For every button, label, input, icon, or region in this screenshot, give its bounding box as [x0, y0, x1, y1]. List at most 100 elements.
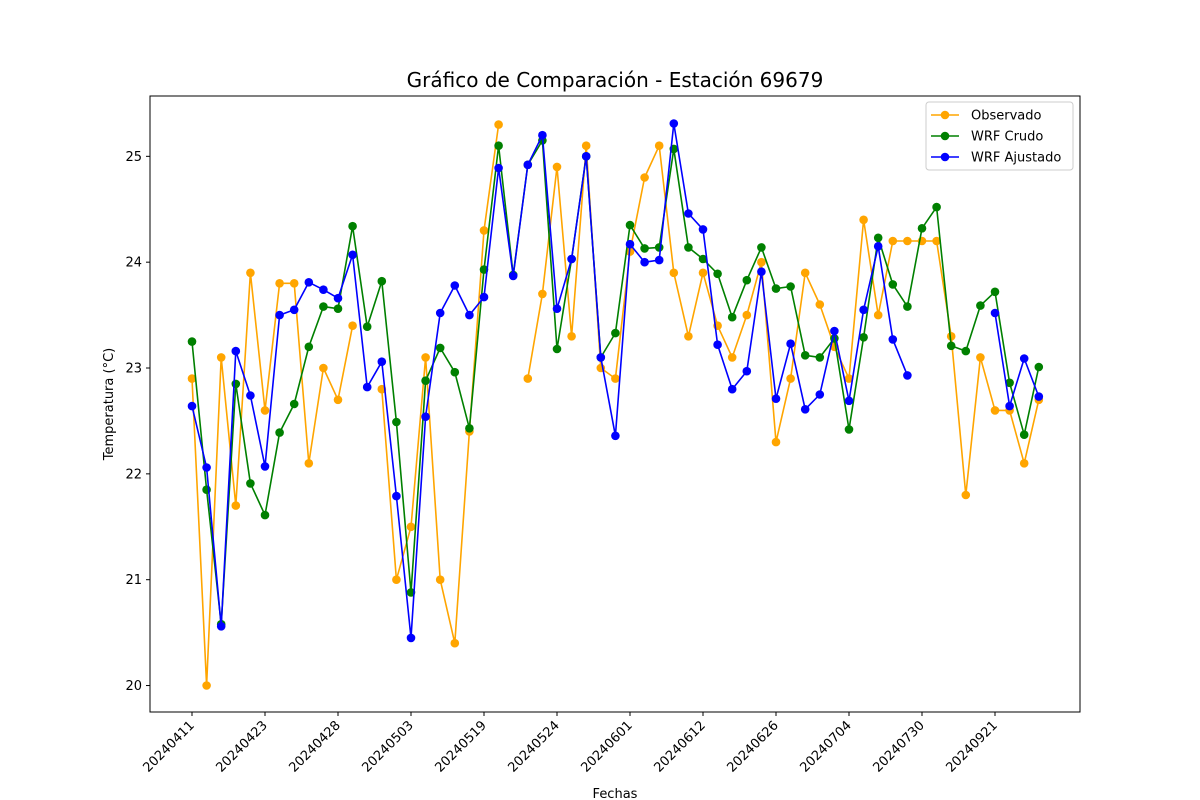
data-point: [421, 412, 430, 422]
data-point: [1019, 459, 1029, 468]
y-axis: 20 21 22 23 24 25: [125, 150, 150, 694]
data-point: [742, 366, 752, 376]
data-point: [552, 344, 562, 354]
data-point: [684, 209, 693, 218]
data-point: [1005, 401, 1014, 411]
data-point: [903, 302, 912, 311]
data-point: [771, 284, 781, 293]
data-point: [406, 633, 416, 643]
data-point: [859, 215, 868, 225]
data-point: [348, 221, 357, 231]
data-point: [654, 243, 664, 252]
data-point: [246, 479, 255, 488]
data-point: [990, 308, 1000, 318]
x-axis-label: Fechas: [593, 787, 638, 800]
data-point: [727, 384, 737, 394]
data-point: [260, 406, 270, 415]
legend: Observado WRF Crudo WRF Ajustado: [925, 101, 1074, 171]
data-point: [844, 425, 854, 434]
data-point: [202, 681, 211, 690]
data-point: [1019, 354, 1029, 363]
data-point: [523, 374, 533, 383]
data-point: [990, 406, 1000, 415]
data-point: [304, 459, 314, 468]
data-point: [684, 243, 693, 252]
data-point: [844, 374, 854, 383]
data-point: [538, 289, 547, 299]
data-point: [319, 302, 328, 311]
data-point: [800, 268, 810, 278]
data-point: [246, 268, 255, 278]
data-point: [552, 304, 562, 314]
data-point: [392, 491, 401, 501]
data-point: [435, 308, 445, 318]
data-point: [815, 390, 825, 399]
y-tick-label: 22: [125, 467, 142, 482]
data-point: [450, 367, 460, 377]
data-point: [903, 371, 912, 380]
data-point: [786, 374, 795, 383]
data-point: [494, 141, 503, 150]
series-wrf-ajustado: [187, 119, 1044, 643]
data-point: [275, 279, 284, 288]
data-point: [859, 333, 868, 342]
data-point: [771, 394, 781, 404]
data-point: [654, 141, 664, 150]
data-point: [946, 332, 956, 341]
data-point: [348, 250, 357, 260]
data-point: [640, 244, 649, 253]
data-point: [450, 281, 460, 290]
data-point: [713, 269, 722, 279]
data-point: [187, 337, 197, 346]
legend-marker: [940, 152, 950, 162]
x-tick-label: 20240601: [578, 718, 635, 775]
series-layer: [187, 119, 1044, 690]
data-point: [961, 490, 971, 500]
data-point: [757, 257, 766, 267]
plot-area: [149, 95, 1081, 713]
legend-label: Observado: [971, 109, 1042, 124]
data-point: [888, 280, 898, 289]
data-point: [450, 638, 460, 648]
y-tick-label: 21: [125, 573, 142, 588]
data-point: [946, 341, 956, 351]
data-point: [377, 357, 387, 367]
data-point: [319, 363, 328, 373]
y-tick-label: 20: [125, 679, 142, 694]
data-point: [800, 405, 810, 414]
data-point: [757, 243, 766, 252]
data-point: [873, 233, 883, 243]
x-tick-label: 20240730: [870, 718, 927, 775]
data-point: [786, 282, 795, 291]
data-point: [435, 575, 445, 584]
data-point: [304, 278, 314, 287]
data-point: [216, 622, 226, 631]
data-point: [611, 431, 620, 441]
data-point: [961, 346, 971, 356]
data-point: [187, 374, 197, 383]
data-point: [421, 376, 430, 386]
data-point: [888, 335, 898, 344]
data-point: [231, 379, 241, 389]
data-point: [275, 310, 284, 320]
x-tick-label: 20240411: [140, 718, 197, 775]
data-point: [289, 399, 299, 409]
y-tick-label: 23: [125, 362, 142, 377]
y-tick-label: 25: [125, 150, 142, 165]
data-point: [800, 351, 810, 360]
x-tick-label: 20240626: [724, 718, 781, 775]
data-point: [392, 417, 401, 427]
series-wrf-crudo: [187, 136, 1044, 629]
data-point: [538, 130, 547, 140]
data-point: [319, 285, 328, 295]
data-point: [859, 305, 868, 315]
data-point: [844, 396, 854, 406]
data-point: [494, 120, 503, 129]
data-point: [275, 428, 284, 437]
data-point: [713, 340, 722, 350]
data-point: [830, 326, 839, 336]
data-point: [698, 254, 708, 264]
legend-marker: [940, 131, 950, 141]
data-point: [581, 141, 591, 150]
y-axis-label: Temperatura (°C): [102, 348, 117, 461]
